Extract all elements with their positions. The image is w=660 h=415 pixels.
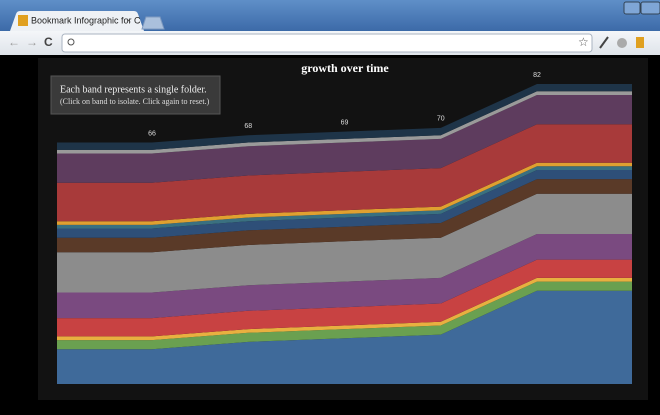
tab[interactable] (10, 11, 144, 31)
band[interactable] (57, 290, 632, 384)
reload[interactable]: C (44, 35, 53, 49)
total-label: 82 (533, 72, 541, 79)
band[interactable] (57, 170, 632, 238)
band[interactable] (57, 162, 632, 225)
band[interactable] (57, 166, 632, 229)
tab-icon (18, 15, 28, 26)
minimize[interactable] (623, 1, 641, 15)
chart-title: growth over time (301, 61, 389, 75)
band[interactable] (57, 91, 632, 154)
total-label: 68 (244, 123, 252, 130)
address-bar[interactable] (61, 33, 593, 53)
extension-icon[interactable] (617, 38, 627, 48)
back[interactable]: ← (8, 35, 20, 49)
tab-close[interactable]: × (126, 15, 131, 25)
extension-icon[interactable] (636, 37, 644, 48)
band[interactable] (57, 281, 632, 350)
total-label: 69 (341, 119, 349, 126)
maximize[interactable] (640, 1, 660, 15)
band[interactable] (57, 84, 632, 150)
band[interactable] (57, 124, 632, 222)
bookmark-star[interactable]: ☆ (578, 35, 589, 49)
info-text: Each band represents a single folder. (60, 84, 207, 95)
band[interactable] (57, 193, 632, 293)
new-tab[interactable] (141, 16, 165, 30)
info-box (50, 75, 221, 115)
extension-icon[interactable] (599, 36, 609, 49)
band[interactable] (57, 179, 632, 253)
band[interactable] (57, 95, 632, 183)
total-label: 70 (437, 116, 445, 123)
forward[interactable]: → (26, 35, 38, 49)
search-icon (67, 38, 75, 46)
band[interactable] (57, 277, 632, 341)
band[interactable] (57, 234, 632, 319)
info-hint: (Click on band to isolate. Click again t… (60, 97, 210, 106)
band[interactable] (57, 259, 632, 337)
total-label: 66 (148, 130, 156, 137)
tab-title[interactable]: Bookmark Infographic for C (31, 15, 141, 25)
